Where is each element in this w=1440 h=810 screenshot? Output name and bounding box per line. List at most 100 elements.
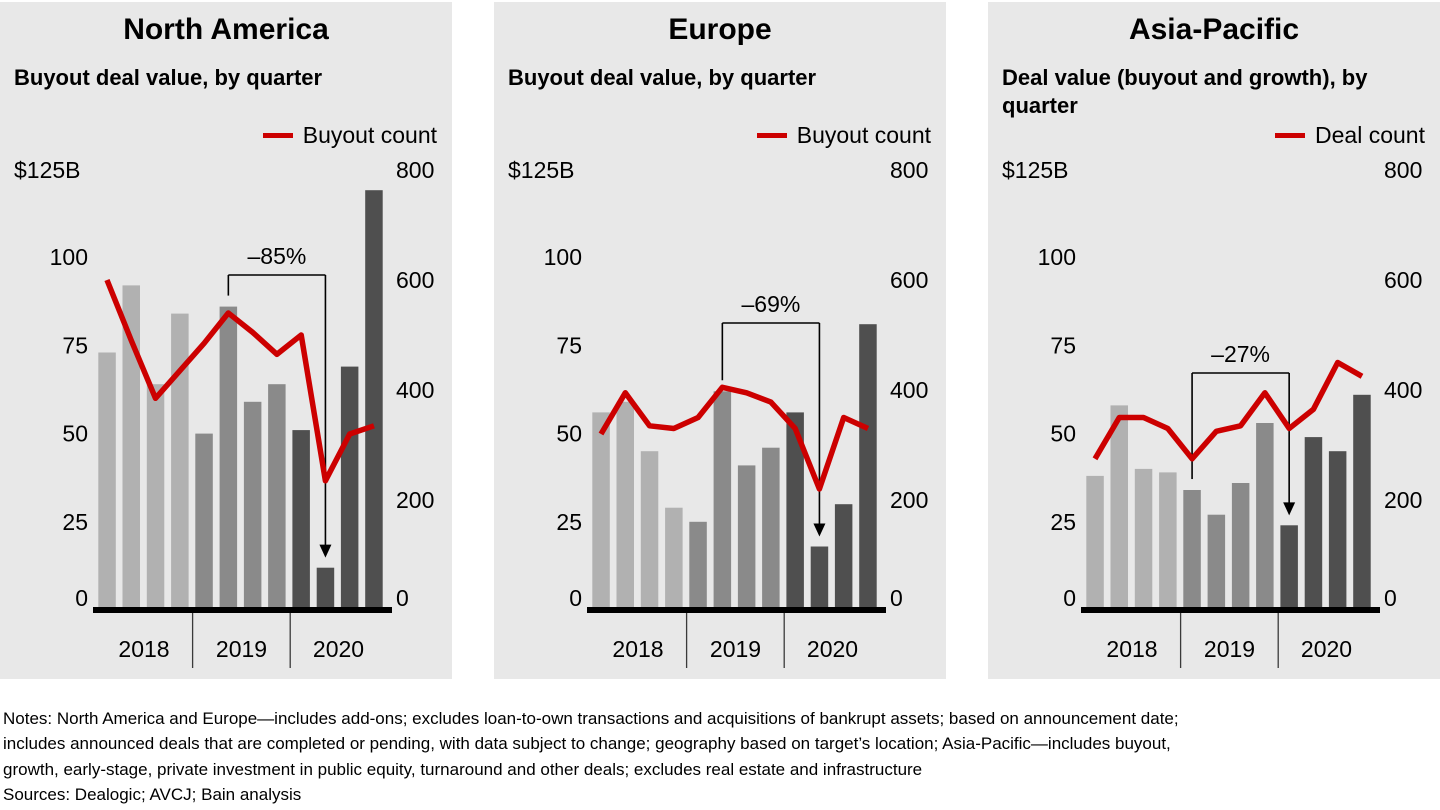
chart-title: Europe [668,13,772,46]
chart-subtitle: Buyout deal value, by quarter [14,65,323,90]
bar-q1 [98,352,116,610]
chart-title: North America [123,13,329,46]
bar-q1 [592,412,610,610]
bar-q7 [737,465,756,610]
legend-label: Buyout count [796,122,931,148]
bar-q8 [1256,423,1274,610]
bar-q4 [171,313,189,610]
x-axis-year-label: 2019 [710,636,761,662]
x-axis-year-label: 2020 [1301,636,1352,662]
right-axis-tick-label: 600 [1384,267,1422,293]
chart-panel-north-america: North America Buyout deal value, by quar… [0,2,452,679]
bar-q9 [1280,525,1298,610]
bar-q8 [268,384,286,610]
bar-q9 [786,412,804,610]
left-axis-tick-label: 0 [1063,585,1076,611]
chart-subtitle: Buyout deal value, by quarter [508,65,817,90]
annotation-label: –69% [741,291,800,317]
left-axis-tick-label: 25 [1050,509,1076,535]
annotation-arrowhead-icon [1283,502,1296,516]
bar-q3 [1134,468,1153,610]
x-axis-year-label: 2020 [313,636,364,662]
x-axis-year-label: 2018 [612,636,663,662]
x-axis-year-label: 2019 [1204,636,1255,662]
legend: Deal count [1275,122,1425,149]
right-axis-tick-label: 0 [1384,585,1397,611]
left-axis-tick-label: 100 [544,244,582,270]
bar-q12 [1353,394,1371,610]
chart-panel-asia-pacific: Asia-Pacific Deal value (buyout and grow… [988,2,1440,679]
line-series-swatch-icon [262,133,293,138]
bar-q11 [1328,451,1347,610]
left-axis-tick-label: 25 [62,509,88,535]
left-axis-tick-label: 75 [1050,332,1076,358]
sources-line: Sources: Dealogic; AVCJ; Bain analysis [3,784,302,804]
bar-q4 [665,507,683,610]
chart-canvas: 2018 2019 2020 $125B 100 75 50 25 0 800 600 400 200 0… [1002,157,1422,668]
bar-q5 [1183,490,1201,610]
right-axis-tick-label: 800 [1384,157,1422,183]
left-axis-unit-label: $125B [14,157,81,183]
legend-label: Buyout count [302,122,437,148]
bar-q12 [859,324,877,610]
x-axis-baseline [93,607,392,613]
legend: Buyout count [756,122,931,149]
left-axis-unit-label: $125B [1002,157,1069,183]
notes-line: Notes: North America and Europe—includes… [3,709,1179,728]
right-axis-tick-label: 400 [396,377,434,403]
x-axis-year-label: 2018 [1106,636,1157,662]
chart-canvas: 2018 2019 2020 $125B 100 75 50 25 0 800 600 400 200 0… [14,157,434,668]
chart-title: Asia-Pacific [1128,13,1300,46]
bar-q12 [365,190,383,610]
bar-q8 [762,447,780,610]
annotation-label: –27% [1211,341,1270,367]
x-axis-year-label: 2020 [807,636,858,662]
left-axis-tick-label: 75 [556,332,582,358]
bar-q10 [316,567,335,610]
right-axis-tick-label: 600 [396,267,434,293]
left-axis-tick-label: 0 [75,585,88,611]
bar-q3 [640,451,659,610]
right-axis-tick-label: 400 [1384,377,1422,403]
left-axis-tick-label: 50 [556,421,582,447]
bar-q7 [1231,483,1250,610]
left-axis-unit-label: $125B [508,157,575,183]
right-axis-tick-label: 200 [1384,487,1422,513]
notes-line: growth, early-stage, private investment … [3,759,923,779]
charts-row: North America Buyout deal value, by quar… [0,2,1440,679]
legend: Buyout count [262,122,437,149]
annotation-label: –85% [247,243,306,269]
right-axis-tick-label: 800 [890,157,928,183]
right-axis-tick-label: 0 [396,585,409,611]
right-axis-tick-label: 0 [890,585,903,611]
bar-q9 [292,430,310,610]
annotation-arrowhead-icon [319,544,332,558]
bar-q10 [1304,437,1323,610]
bar-q10 [810,546,829,610]
bar-q2 [616,401,634,610]
chart-canvas: 2018 2019 2020 $125B 100 75 50 25 0 800 600 400 200 0… [508,157,928,668]
left-axis-tick-label: 50 [62,421,88,447]
chart-subtitle: Deal value (buyout and growth), by quart… [1002,65,1368,118]
right-axis-tick-label: 600 [890,267,928,293]
legend-label: Deal count [1315,122,1425,148]
left-axis-tick-label: 75 [62,332,88,358]
right-axis-tick-label: 200 [890,487,928,513]
footnotes: Notes: North America and Europe—includes… [0,706,1440,807]
bar-q11 [834,504,853,610]
line-series-swatch-icon [1275,133,1306,138]
bar-q6 [219,306,238,610]
bar-q6 [713,391,732,610]
bar-q3 [146,384,165,610]
left-axis-tick-label: 25 [556,509,582,535]
x-axis-year-label: 2019 [216,636,267,662]
bar-q5 [195,433,213,610]
x-axis-baseline [587,607,886,613]
bar-q7 [243,401,262,610]
bar-q6 [1207,514,1226,610]
bar-q2 [122,285,140,610]
annotation-arrowhead-icon [813,523,826,537]
bar-q1 [1086,475,1104,610]
x-axis-year-label: 2018 [118,636,169,662]
bar-q5 [689,521,707,610]
